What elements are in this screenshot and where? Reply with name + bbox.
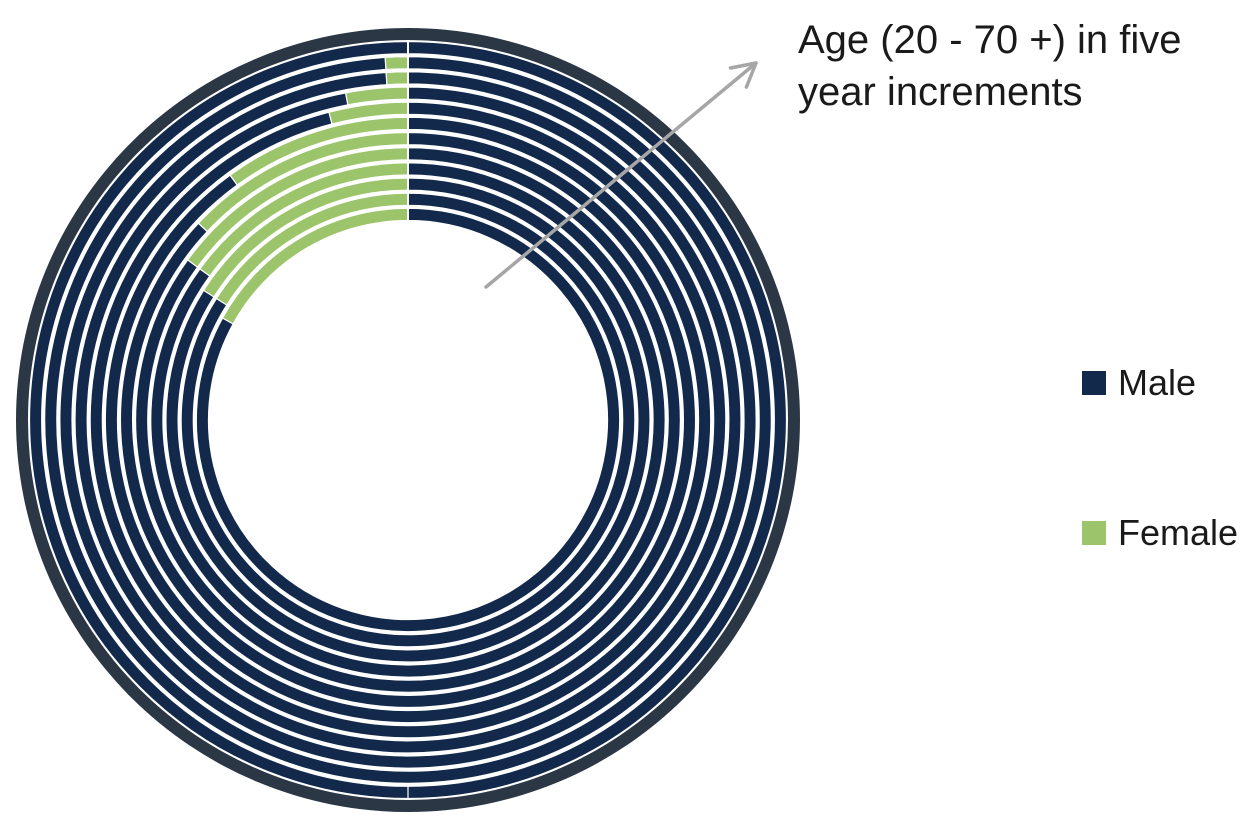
legend-swatch-male bbox=[1082, 371, 1106, 395]
ring-10-female-arc bbox=[385, 71, 409, 86]
ring-11-male-arc bbox=[44, 56, 772, 784]
legend-swatch-female bbox=[1082, 521, 1106, 545]
annotation-arrowhead bbox=[728, 61, 758, 89]
ring-8-male-arc bbox=[89, 101, 727, 739]
legend-label-male: Male bbox=[1118, 362, 1197, 403]
ring-10-male-arc bbox=[59, 71, 757, 769]
age-annotation: Age (20 - 70 +) in five year increments bbox=[798, 18, 1182, 114]
annotation-arrow-line bbox=[484, 61, 758, 289]
ring-11-female-arc bbox=[384, 56, 409, 71]
ring-7-male-arc bbox=[104, 116, 712, 724]
legend-label-female: Female bbox=[1118, 512, 1239, 553]
ring-6-male-arc bbox=[119, 131, 697, 709]
